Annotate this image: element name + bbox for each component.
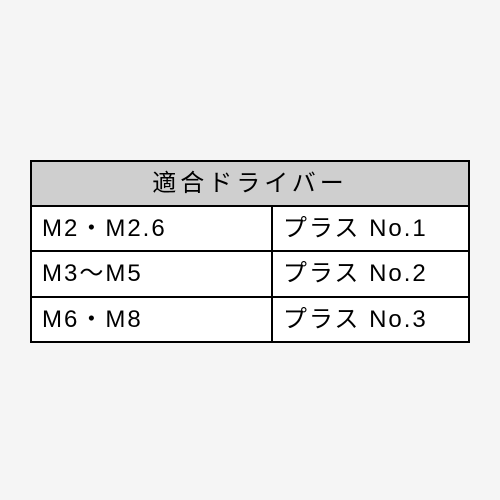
driver-cell: プラス No.1 [272,206,469,251]
table-row: M3〜M5 プラス No.2 [31,251,469,296]
canvas: 適合ドライバー M2・M2.6 プラス No.1 M3〜M5 プラス No.2 … [0,0,500,500]
driver-cell: プラス No.2 [272,251,469,296]
table-header-row: 適合ドライバー [31,161,469,206]
table-header: 適合ドライバー [31,161,469,206]
table-row: M2・M2.6 プラス No.1 [31,206,469,251]
size-cell: M6・M8 [31,297,272,342]
driver-compat-table: 適合ドライバー M2・M2.6 プラス No.1 M3〜M5 プラス No.2 … [30,160,470,343]
size-cell: M3〜M5 [31,251,272,296]
size-cell: M2・M2.6 [31,206,272,251]
driver-cell: プラス No.3 [272,297,469,342]
table-row: M6・M8 プラス No.3 [31,297,469,342]
